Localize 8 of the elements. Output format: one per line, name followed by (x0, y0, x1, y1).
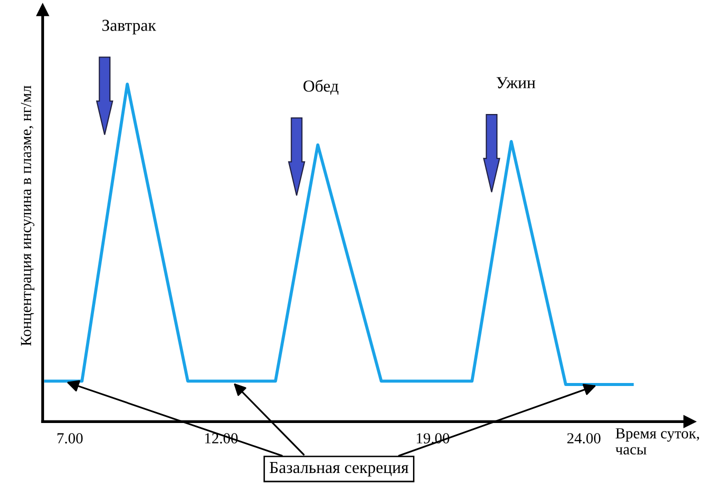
text: Базальная секреция (270, 462, 408, 476)
text: Завтрак (102, 20, 156, 34)
x-axis-title: Время суток, часы (615, 428, 699, 454)
y-axis-title: Концентрация инсулина в плазме, нг/мл (20, 86, 34, 346)
x-tick-label: 7.00 (58, 433, 83, 444)
annotation: Обед (304, 80, 338, 95)
annotation: Ужин (496, 77, 536, 88)
x-tick-label: 24.00 (567, 433, 600, 444)
